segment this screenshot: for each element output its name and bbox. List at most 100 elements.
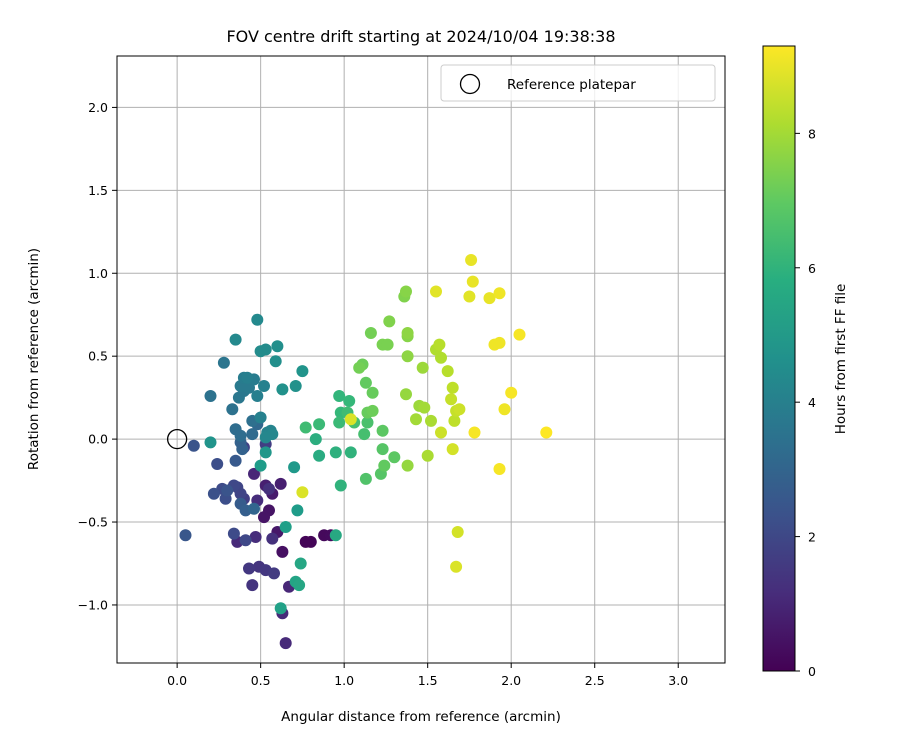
data-point <box>381 338 394 351</box>
y-tick-label: 1.0 <box>88 266 108 281</box>
data-point <box>465 254 478 266</box>
data-point <box>446 443 459 456</box>
data-point <box>364 327 377 339</box>
data-point <box>259 431 272 444</box>
data-point <box>258 380 270 392</box>
data-point <box>366 386 379 399</box>
data-point <box>410 413 422 426</box>
data-point <box>234 429 247 442</box>
data-point <box>453 403 466 416</box>
plot-frame <box>116 55 726 664</box>
data-point <box>313 418 326 431</box>
colorbar-label: Hours from first FF file <box>833 284 849 435</box>
data-point <box>269 355 282 368</box>
data-point <box>276 383 289 396</box>
data-point <box>334 479 347 492</box>
data-point <box>343 395 356 407</box>
data-point <box>493 336 506 349</box>
data-point <box>451 526 464 538</box>
data-point <box>540 426 553 439</box>
data-point <box>401 327 414 339</box>
data-point <box>254 459 267 472</box>
data-point <box>229 333 242 346</box>
data-point <box>259 343 272 356</box>
x-tick-label: 2.5 <box>585 673 605 688</box>
data-point <box>401 350 414 363</box>
data-point <box>400 285 412 298</box>
x-tick-label: 2.0 <box>501 673 521 688</box>
data-point <box>234 487 247 500</box>
data-point <box>263 482 275 495</box>
data-point <box>221 484 234 497</box>
grid <box>117 56 725 663</box>
data-point <box>353 361 366 374</box>
y-tick-label: 2.0 <box>88 100 108 115</box>
data-point <box>445 393 458 406</box>
data-point <box>179 529 192 542</box>
data-point <box>329 446 342 459</box>
data-point <box>313 449 326 462</box>
data-point <box>259 446 272 459</box>
data-point <box>249 531 262 543</box>
data-point <box>276 545 289 558</box>
data-point <box>288 461 301 474</box>
colorbar-gradient <box>762 45 796 672</box>
data-point <box>248 502 260 515</box>
scatter-points <box>179 254 553 650</box>
data-point <box>435 426 447 439</box>
data-point <box>246 428 259 441</box>
colorbar-tick-label: 8 <box>808 126 816 141</box>
data-point <box>239 534 252 547</box>
data-point <box>226 403 239 416</box>
colorbar-ticks: 0 2 4 6 8 <box>795 126 816 679</box>
data-point <box>463 290 476 303</box>
data-point <box>333 416 346 429</box>
colorbar-tick-label: 4 <box>808 395 816 410</box>
data-point <box>493 463 506 475</box>
data-point <box>435 351 447 364</box>
y-axis-label: Rotation from reference (arcmin) <box>26 248 42 470</box>
legend-marker <box>459 73 481 95</box>
data-point <box>416 361 429 374</box>
data-point <box>299 535 312 548</box>
data-point <box>493 287 506 300</box>
data-point <box>296 486 309 499</box>
data-point <box>483 292 496 305</box>
legend: Reference platepar <box>440 64 716 102</box>
data-point <box>376 424 389 437</box>
data-point <box>248 467 260 480</box>
data-point <box>388 451 401 464</box>
data-point <box>251 313 264 326</box>
data-point <box>425 414 437 427</box>
data-point <box>271 340 284 353</box>
data-point <box>400 388 412 401</box>
data-point <box>279 637 292 650</box>
data-point <box>450 560 463 573</box>
colorbar-tick-label: 2 <box>808 530 816 545</box>
x-tick-label: 1.5 <box>418 673 438 688</box>
data-point <box>344 413 357 426</box>
data-point <box>258 511 270 524</box>
data-point <box>227 527 240 540</box>
y-tick-label: 0.5 <box>88 349 108 364</box>
data-point <box>498 403 511 416</box>
data-point <box>468 426 481 439</box>
data-point <box>243 562 255 575</box>
legend-box <box>440 64 716 102</box>
data-point <box>254 411 267 424</box>
data-point <box>268 567 280 580</box>
data-point <box>279 521 292 533</box>
x-tick-label: 3.0 <box>668 673 688 688</box>
data-point <box>441 365 454 378</box>
data-point <box>229 454 242 467</box>
x-tick-label: 0.0 <box>167 673 187 688</box>
data-point <box>294 557 307 570</box>
data-point <box>293 579 306 592</box>
y-tick-label: 0.0 <box>88 432 108 447</box>
data-point <box>505 386 518 399</box>
data-point <box>421 449 434 462</box>
data-point <box>217 356 230 369</box>
data-point <box>207 487 220 500</box>
data-point <box>251 390 264 402</box>
y-tick-label: −1.0 <box>78 597 108 612</box>
